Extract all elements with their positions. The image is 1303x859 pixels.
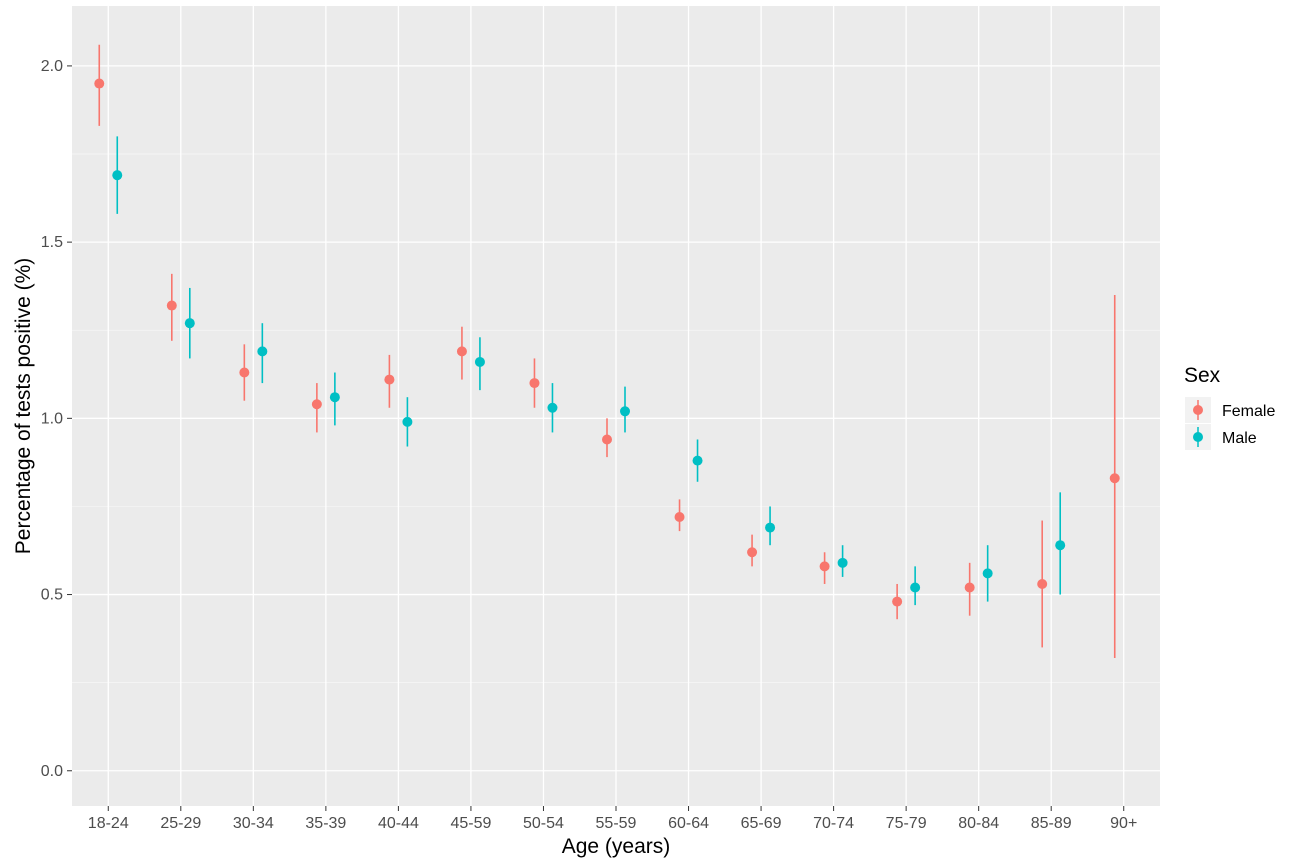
x-tick-label: 90+ <box>1110 815 1137 832</box>
gridlines <box>72 6 1160 806</box>
x-tick-label: 80-84 <box>958 815 999 832</box>
female-point <box>892 596 903 607</box>
x-tick-label: 50-54 <box>523 815 564 832</box>
x-tick-label: 25-29 <box>160 815 201 832</box>
female-point <box>384 374 395 385</box>
legend-title: Sex <box>1184 364 1221 387</box>
male-point <box>329 392 340 403</box>
female-point <box>747 547 758 558</box>
x-tick-label: 85-89 <box>1031 815 1072 832</box>
male-point <box>402 416 413 427</box>
female-point <box>1037 578 1048 589</box>
x-tick-label: 45-59 <box>450 815 491 832</box>
legend: Sex Female Male <box>1184 364 1275 450</box>
legend-key-point <box>1193 432 1203 442</box>
female-point <box>456 346 467 357</box>
male-point <box>982 568 993 579</box>
male-point <box>910 582 921 593</box>
male-point <box>620 406 630 417</box>
x-axis-title: Age (years) <box>562 835 671 858</box>
x-tick-label: 35-39 <box>305 815 346 832</box>
male-point <box>1055 540 1066 551</box>
male-point <box>837 557 848 568</box>
legend-item-male: Male <box>1185 424 1257 450</box>
y-tick-label: 2.0 <box>41 58 63 75</box>
y-axis-title: Percentage of tests positive (%) <box>12 258 35 554</box>
x-tick-label: 75-79 <box>886 815 927 832</box>
female-point <box>311 399 322 410</box>
female-point <box>94 78 105 89</box>
male-point <box>257 346 268 357</box>
y-tick-label: 0.0 <box>41 763 63 780</box>
female-point <box>964 582 975 593</box>
y-tick-label: 1.5 <box>41 234 63 251</box>
female-point <box>1109 473 1120 484</box>
female-point <box>602 434 612 445</box>
female-point <box>239 367 250 378</box>
male-point <box>112 170 123 181</box>
male-point <box>765 522 776 533</box>
x-tick-label: 65-69 <box>741 815 782 832</box>
female-point <box>819 561 830 572</box>
x-tick-label: 70-74 <box>813 815 854 832</box>
legend-label-female: Female <box>1222 403 1275 420</box>
y-tick-label: 1.0 <box>41 410 63 427</box>
male-point <box>692 455 703 466</box>
legend-item-female: Female <box>1185 397 1275 423</box>
male-point <box>184 318 195 329</box>
y-tick-label: 0.5 <box>41 587 63 604</box>
male-point <box>547 402 558 413</box>
x-tick-label: 60-64 <box>668 815 709 832</box>
male-point <box>474 356 485 367</box>
legend-label-male: Male <box>1222 430 1257 447</box>
x-tick-label: 18-24 <box>88 815 129 832</box>
x-tick-label: 30-34 <box>233 815 274 832</box>
female-point <box>529 378 540 389</box>
x-tick-label: 55-59 <box>596 815 637 832</box>
female-point <box>166 300 177 311</box>
x-axis: 18-24 25-29 30-34 35-39 40-44 45-59 50-54 55-59… <box>88 806 1137 832</box>
x-tick-label: 40-44 <box>378 815 419 832</box>
y-axis: 0.0 0.5 1.0 1.5 2.0 <box>41 58 72 780</box>
data-marks <box>94 44 1120 658</box>
female-point <box>674 512 685 523</box>
legend-key-point <box>1193 405 1203 415</box>
